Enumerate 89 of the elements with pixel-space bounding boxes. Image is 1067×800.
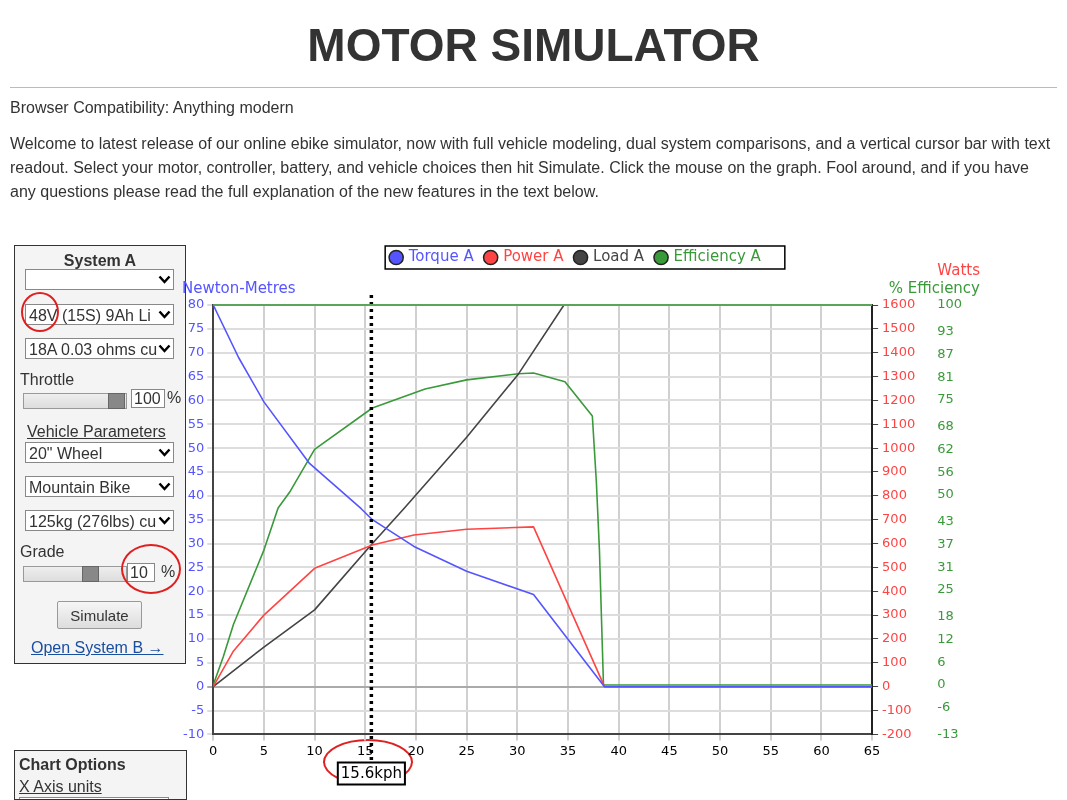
y-tick-label: 30 bbox=[187, 534, 205, 550]
y-tick-label: 20 bbox=[187, 582, 205, 598]
y3-tick-label: 37 bbox=[937, 535, 954, 551]
y3-tick-label: 56 bbox=[937, 463, 954, 479]
y2-tick-label: 400 bbox=[882, 582, 907, 598]
x-tick-label: 45 bbox=[661, 742, 678, 758]
text: Browser Compatibility: Anything modern bbox=[10, 98, 295, 118]
legend-label: Torque A bbox=[407, 247, 475, 266]
legend-label: Load A bbox=[593, 247, 645, 266]
y-tick-label: 5 bbox=[195, 654, 205, 670]
y-tick-label: 60 bbox=[187, 391, 205, 407]
y3-tick-label: 12 bbox=[937, 630, 954, 646]
x-tick-label: 25 bbox=[458, 742, 475, 758]
y3-tick-label: 25 bbox=[937, 581, 954, 597]
x-tick-label: 35 bbox=[559, 742, 577, 758]
y3-tick-label: 31 bbox=[937, 558, 954, 574]
y-tick-label: 15 bbox=[187, 606, 205, 622]
options-panel: Chart Options X Axis units bbox=[14, 750, 187, 800]
x-tick-label: 5 bbox=[259, 742, 269, 758]
dropdown-field: Mountain Bike bbox=[25, 476, 174, 497]
y-tick-label: 70 bbox=[187, 344, 205, 360]
y3-tick-label: 50 bbox=[937, 486, 954, 502]
legend-label: Power A bbox=[503, 247, 565, 266]
y-tick-label: 40 bbox=[187, 487, 205, 503]
y2-tick-label: 1000 bbox=[882, 439, 916, 455]
y2-tick-label: -100 bbox=[882, 701, 912, 717]
y2-tick-label: 1400 bbox=[882, 344, 916, 360]
dropdown-field: 18A 0.03 ohms cu bbox=[25, 338, 174, 359]
y2-tick-label: 1600 bbox=[882, 296, 916, 312]
y-tick-label: 0 bbox=[195, 678, 205, 694]
y3-tick-label: -6 bbox=[937, 699, 951, 715]
x-tick-label: 50 bbox=[711, 742, 729, 758]
y3-tick-label: 87 bbox=[937, 345, 954, 361]
y2-tick-label: 0 bbox=[882, 678, 891, 694]
y3-tick-label: 43 bbox=[937, 512, 954, 528]
y2-tick-label: 500 bbox=[882, 558, 907, 574]
y-tick-label: 55 bbox=[187, 415, 205, 431]
dropdown-field: 20" Wheel bbox=[25, 442, 174, 463]
text-field: 10 bbox=[127, 563, 155, 582]
y2-tick-label: 1100 bbox=[882, 415, 916, 431]
y2-tick-label: 300 bbox=[882, 606, 907, 622]
x-tick-label: 20 bbox=[407, 742, 425, 758]
y2-tick-label: 600 bbox=[882, 534, 907, 550]
y3-tick-label: 6 bbox=[937, 653, 946, 669]
y3-tick-label: 75 bbox=[937, 391, 954, 407]
x-tick-label: 30 bbox=[509, 742, 526, 758]
y3-axis-title: % Efficiency bbox=[888, 279, 981, 297]
y-tick-label: 10 bbox=[187, 630, 205, 646]
chart-title: MOTOR SIMULATOR bbox=[306, 18, 761, 72]
y2-tick-label: -200 bbox=[882, 725, 912, 741]
x-tick-label: 60 bbox=[813, 742, 830, 758]
button: Simulate bbox=[57, 601, 142, 629]
y3-tick-label: -13 bbox=[937, 725, 959, 741]
y2-tick-label: 1300 bbox=[882, 367, 916, 383]
y2-tick-label: 900 bbox=[882, 463, 907, 479]
y2-axis-title: Watts bbox=[937, 261, 981, 279]
y2-tick-label: 1500 bbox=[882, 320, 916, 336]
y2-tick-label: 200 bbox=[882, 630, 907, 646]
y-tick-label: -5 bbox=[191, 701, 205, 717]
y3-tick-label: 100 bbox=[937, 296, 963, 312]
y3-tick-label: 18 bbox=[937, 607, 954, 623]
y3-tick-label: 68 bbox=[937, 417, 954, 433]
x-tick-label: 65 bbox=[863, 742, 881, 758]
y2-tick-label: 100 bbox=[882, 654, 907, 670]
x-tick-label: 55 bbox=[762, 742, 780, 758]
y-tick-label: 35 bbox=[187, 511, 205, 527]
y-tick-label: 75 bbox=[187, 320, 205, 336]
y-tick-label: 25 bbox=[187, 558, 205, 574]
text-field: 100 bbox=[131, 389, 165, 408]
ref-line-label: 15.6kph bbox=[340, 764, 402, 783]
y-tick-label: 65 bbox=[187, 367, 205, 383]
text: Welcome to latest release of our online ebike simulator, now with full vehicle modeling, dual system comparisons, and a vertical cursor bar with text readout. Select your motor, controller, battery, and vehicle choices then hit Simulate. Click the mouse on the graph. Fool around, and if you have any questions please read the full explanation of the new features in the text below. bbox=[10, 134, 1052, 202]
y3-tick-label: 0 bbox=[937, 676, 946, 692]
y2-tick-label: 1200 bbox=[882, 391, 916, 407]
x-tick-label: 0 bbox=[209, 742, 218, 758]
x-tick-label: 40 bbox=[610, 742, 627, 758]
y-tick-label: 80 bbox=[187, 296, 205, 312]
legend-label: Efficiency A bbox=[673, 247, 762, 266]
y2-tick-label: 800 bbox=[882, 487, 907, 503]
y2-tick-label: 700 bbox=[882, 511, 907, 527]
y3-tick-label: 62 bbox=[937, 440, 954, 456]
y-tick-label: 50 bbox=[187, 439, 205, 455]
x-tick-label: 10 bbox=[306, 742, 323, 758]
y-tick-label: -10 bbox=[183, 725, 205, 741]
y3-tick-label: 81 bbox=[937, 368, 954, 384]
dropdown-field: 48V (15S) 9Ah Li bbox=[25, 304, 174, 325]
dropdown-field: 125kg (276lbs) cu bbox=[25, 510, 174, 531]
y-tick-label: 45 bbox=[187, 463, 205, 479]
y3-tick-label: 93 bbox=[937, 322, 954, 338]
